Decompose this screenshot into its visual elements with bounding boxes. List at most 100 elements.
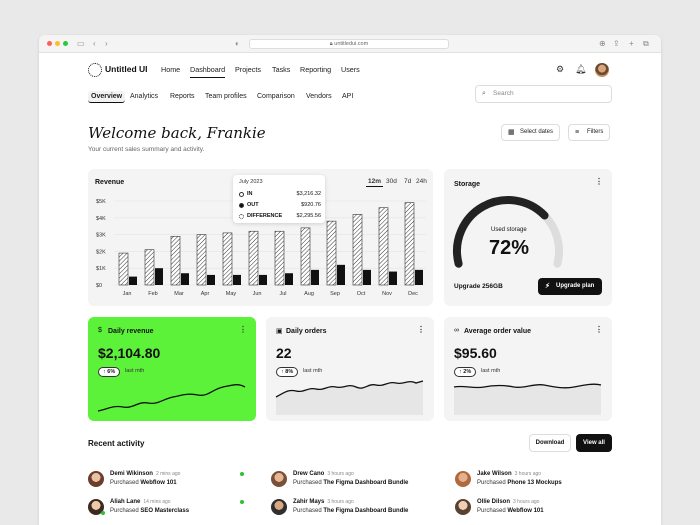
activity-action: Purchased xyxy=(477,480,506,486)
avg-order-card: ∞ Average order value ⋮ $95.60 ↑ 2% last… xyxy=(444,317,612,421)
filters-button[interactable]: ≡ Filters xyxy=(568,124,611,141)
bar-in-jan[interactable] xyxy=(118,252,129,286)
daily-orders-title: Daily orders xyxy=(286,328,327,335)
more-vertical-icon[interactable]: ⋮ xyxy=(239,325,247,334)
activity-item-name: Webflow 101 xyxy=(140,480,177,486)
daily-orders-card: ▣ Daily orders ⋮ 22 ↑ 8% last mth xyxy=(266,317,434,421)
bar-in-apr[interactable] xyxy=(196,234,207,286)
activity-item[interactable]: Aliah Lane 14 mins ago Purchased SEO Mast… xyxy=(88,498,248,518)
storage-gauge-fill xyxy=(453,196,549,268)
tab-analytics[interactable]: Analytics xyxy=(130,93,159,100)
avatar xyxy=(88,471,104,487)
used-storage-label: Used storage xyxy=(491,227,527,233)
activity-item-name: The Figma Dashboard Bundle xyxy=(323,480,409,486)
y-tick-label: $3K xyxy=(96,233,106,239)
nav-users[interactable]: Users xyxy=(341,65,360,74)
tooltip-in-label: IN xyxy=(247,191,253,197)
nav-tasks[interactable]: Tasks xyxy=(272,65,291,74)
range-7d[interactable]: 7d xyxy=(404,178,412,185)
bar-out-sep[interactable] xyxy=(337,264,345,285)
x-tick-label: Jun xyxy=(253,291,262,297)
download-icon[interactable]: ⊕ xyxy=(599,39,606,48)
activity-item[interactable]: Jake Wilson 3 hours ago Purchased Phone 1… xyxy=(455,470,615,490)
back-icon[interactable]: ‹ xyxy=(93,39,96,48)
bar-out-aug[interactable] xyxy=(311,269,319,285)
upgrade-plan-button[interactable]: ⚡︎ Upgrade plan xyxy=(538,278,602,295)
download-button[interactable]: Download xyxy=(529,434,571,452)
tab-overview[interactable]: Overview xyxy=(88,91,126,103)
tabs-overview-icon[interactable]: ⧉ xyxy=(643,39,649,48)
bar-in-dec[interactable] xyxy=(404,202,415,286)
bar-out-apr[interactable] xyxy=(207,274,215,285)
tab-reports[interactable]: Reports xyxy=(170,93,195,100)
bar-out-feb[interactable] xyxy=(155,268,163,285)
bar-in-mar[interactable] xyxy=(170,235,181,286)
bar-out-nov[interactable] xyxy=(389,271,397,285)
tab-api[interactable]: API xyxy=(342,93,354,100)
notification-bell-icon[interactable]: 🔔︎ xyxy=(575,64,587,74)
tooltip-out-value: $920.76 xyxy=(301,202,321,208)
activity-item[interactable]: Zahir Mays 3 hours ago Purchased The Figm… xyxy=(271,498,431,518)
nav-dashboard[interactable]: Dashboard xyxy=(190,65,226,78)
activity-item[interactable]: Ollie Dilson 3 hours ago Purchased Webflo… xyxy=(455,498,615,518)
maximize-window-icon[interactable] xyxy=(63,41,68,46)
bar-out-jan[interactable] xyxy=(129,276,137,285)
online-indicator xyxy=(240,500,244,504)
share-icon[interactable]: ⇪ xyxy=(613,39,620,48)
daily-revenue-title: Daily revenue xyxy=(108,328,154,335)
period-label: last mth xyxy=(303,368,323,374)
range-12m[interactable]: 12m xyxy=(366,178,384,187)
bar-out-dec[interactable] xyxy=(415,269,423,285)
nav-home[interactable]: Home xyxy=(161,65,181,74)
orders-box-icon: ▣ xyxy=(276,328,283,335)
more-vertical-icon[interactable]: ⋮ xyxy=(595,325,603,334)
bar-out-jun[interactable] xyxy=(259,274,267,285)
more-vertical-icon[interactable]: ⋮ xyxy=(417,325,425,334)
bar-out-oct[interactable] xyxy=(363,269,371,285)
tab-team-profiles[interactable]: Team profiles xyxy=(205,93,247,100)
view-all-button[interactable]: View all xyxy=(576,434,612,452)
bar-out-jul[interactable] xyxy=(285,273,293,285)
new-tab-icon[interactable]: + xyxy=(629,39,634,48)
more-vertical-icon[interactable]: ⋮ xyxy=(595,177,603,186)
settings-gear-icon[interactable]: ⚙ xyxy=(556,64,565,74)
bar-in-oct[interactable] xyxy=(352,214,363,286)
url-text: untitledui.com xyxy=(334,41,369,47)
activity-item[interactable]: Drew Cano 3 hours ago Purchased The Figma… xyxy=(271,470,431,490)
nav-projects[interactable]: Projects xyxy=(235,65,261,74)
minimize-window-icon[interactable] xyxy=(55,41,60,46)
filters-label: Filters xyxy=(587,129,604,135)
tab-comparison[interactable]: Comparison xyxy=(257,93,295,100)
forward-icon[interactable]: › xyxy=(105,39,108,48)
activity-time: 3 hours ago xyxy=(513,499,540,505)
bar-in-aug[interactable] xyxy=(300,227,311,286)
bar-in-sep[interactable] xyxy=(326,220,337,286)
change-value: 6% xyxy=(107,369,116,375)
tooltip-out-label: OUT xyxy=(247,202,259,208)
avg-order-title: Average order value xyxy=(464,328,532,335)
activity-name: Zahir Mays xyxy=(293,499,325,505)
bar-in-jun[interactable] xyxy=(248,230,259,286)
page-title: Welcome back, Frankie xyxy=(88,124,266,142)
activity-time: 3 hours ago xyxy=(327,499,354,505)
range-24h[interactable]: 24h xyxy=(416,178,427,185)
activity-item[interactable]: Demi Wikinson 2 mins ago Purchased Webflo… xyxy=(88,470,248,490)
search-input[interactable]: ⌕ Search xyxy=(475,85,612,103)
select-dates-button[interactable]: ▦ Select dates xyxy=(501,124,561,141)
nav-reporting[interactable]: Reporting xyxy=(300,65,332,74)
user-avatar[interactable] xyxy=(595,63,609,77)
address-bar[interactable]: 🔒︎ untitledui.com xyxy=(249,39,449,49)
tab-vendors[interactable]: Vendors xyxy=(306,93,332,100)
bar-out-may[interactable] xyxy=(233,274,241,285)
top-navigation: Untitled UI Home Dashboard Projects Task… xyxy=(39,61,661,81)
bar-out-mar[interactable] xyxy=(181,273,189,285)
bar-in-jul[interactable] xyxy=(274,230,285,286)
close-window-icon[interactable] xyxy=(47,41,52,46)
sidebar-toggle-icon[interactable]: ▭ xyxy=(77,39,85,48)
range-30d[interactable]: 30d xyxy=(386,178,397,185)
bar-in-feb[interactable] xyxy=(144,249,155,286)
bar-in-may[interactable] xyxy=(222,232,233,286)
bar-in-nov[interactable] xyxy=(378,207,389,286)
revenue-title: Revenue xyxy=(95,179,125,186)
shield-icon[interactable]: ◐ xyxy=(235,39,240,48)
